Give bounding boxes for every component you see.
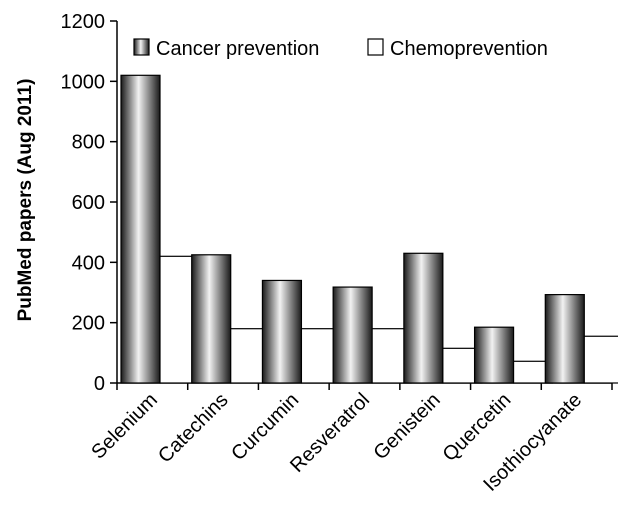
bar-cancer-prevention-catechins	[191, 254, 232, 384]
y-tick-labels: 0 200 400 600 800 1000 1200	[61, 11, 106, 395]
y-tick-label: 1200	[61, 11, 106, 33]
x-tick-label-selenium: Selenium	[87, 389, 162, 464]
legend-label-cancer-prevention: Cancer prevention	[156, 38, 319, 60]
x-tick-label-genistein: Genistein	[369, 389, 444, 464]
y-tick-label: 800	[72, 132, 105, 154]
bar-cancer-prevention-curcumin	[261, 279, 303, 384]
legend-swatch-chemoprevention	[367, 38, 384, 56]
y-tick-label: 1000	[61, 71, 106, 93]
y-tick-label: 600	[72, 192, 105, 214]
bar-cancer-prevention-isothiocyanate	[544, 294, 585, 384]
legend: Cancer prevention Chemoprevention	[133, 38, 548, 60]
legend-label-chemoprevention: Chemoprevention	[390, 38, 548, 60]
bars	[120, 74, 618, 384]
y-tick-label: 200	[72, 313, 105, 335]
y-tick-label: 0	[94, 373, 105, 395]
bar-cancer-prevention-quercetin	[473, 326, 515, 384]
y-tick-label: 400	[72, 252, 105, 274]
bar-chemoprevention-isothiocyanate	[583, 335, 618, 384]
x-tick-labels: SeleniumCatechinsCurcuminResveratrolGeni…	[87, 389, 586, 496]
bar-cancer-prevention-resveratrol	[332, 286, 373, 384]
x-tick-label-catechins: Catechins	[154, 389, 232, 467]
x-tick-label-curcumin: Curcumin	[227, 389, 303, 465]
y-axis-label: PubMed papers (Aug 2011)	[15, 79, 36, 322]
bar-cancer-prevention-genistein	[403, 252, 444, 384]
legend-swatch-cancer-prevention	[133, 38, 150, 56]
bar-cancer-prevention-selenium	[120, 74, 161, 384]
